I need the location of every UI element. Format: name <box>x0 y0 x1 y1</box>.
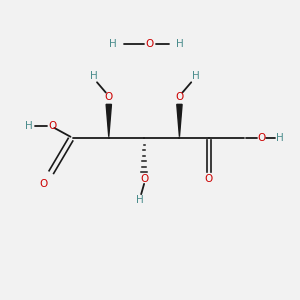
Text: H: H <box>109 39 117 49</box>
Text: O: O <box>205 174 213 184</box>
Text: H: H <box>136 195 144 205</box>
Polygon shape <box>177 104 182 137</box>
Text: O: O <box>146 39 154 49</box>
Text: O: O <box>140 174 148 184</box>
Text: O: O <box>175 92 184 102</box>
Text: H: H <box>192 71 200 81</box>
Text: H: H <box>26 122 33 131</box>
Text: O: O <box>258 133 266 143</box>
Text: H: H <box>90 71 98 81</box>
Text: O: O <box>105 92 113 102</box>
Text: H: H <box>276 133 283 143</box>
Text: O: O <box>49 122 57 131</box>
Text: H: H <box>176 39 183 49</box>
Text: O: O <box>40 179 48 189</box>
Polygon shape <box>106 104 111 137</box>
